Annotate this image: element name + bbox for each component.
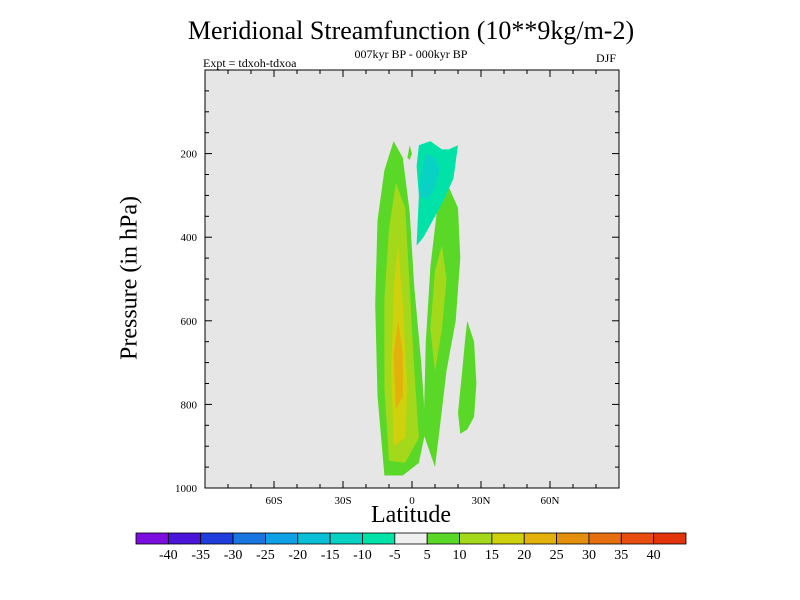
- colorbar-label: 25: [550, 548, 564, 563]
- colorbar-swatch: [556, 532, 590, 545]
- plot-frame: [204, 69, 620, 489]
- colorbar-swatch: [232, 532, 266, 545]
- x-tick-label: 60N: [541, 495, 560, 507]
- colorbar-label: -10: [353, 548, 372, 563]
- colorbar-label: 5: [424, 548, 431, 563]
- colorbar-label: -25: [256, 548, 275, 563]
- y-tick-label: 600: [181, 316, 198, 328]
- colorbar-swatch: [265, 532, 299, 545]
- colorbar-swatch: [523, 532, 557, 545]
- colorbar-label: -5: [389, 548, 401, 563]
- colorbar-label: -30: [224, 548, 243, 563]
- colorbar-swatch: [653, 532, 687, 545]
- colorbar-label: -35: [191, 548, 210, 563]
- colorbar-swatch: [362, 532, 396, 545]
- colorbar-swatch: [167, 532, 202, 545]
- colorbar-label: -15: [321, 548, 340, 563]
- colorbar-swatch: [135, 532, 169, 545]
- colorbar-label: -20: [288, 548, 307, 563]
- contour-region: [430, 245, 447, 371]
- colorbar-label: 10: [453, 548, 467, 563]
- colorbar-swatch: [459, 532, 493, 545]
- colorbar-label: 40: [647, 548, 661, 563]
- colorbar-swatch: [426, 532, 460, 545]
- contour-region: [458, 320, 477, 434]
- contour-region: [418, 153, 440, 200]
- colorbar-label: 30: [582, 548, 596, 563]
- x-tick-label: 30N: [472, 495, 491, 507]
- y-tick-label: 800: [181, 399, 198, 411]
- colorbar-label: 20: [517, 548, 531, 563]
- contour-region: [393, 320, 403, 409]
- colorbar-swatch: [491, 532, 525, 545]
- colorbar: -40 -35 -30 -25 -20 -15 -10 -5 5 10 15 20 25 30 35 40: [135, 532, 687, 563]
- chart-title: Meridional Streamfunction (10**9kg/m-2): [187, 16, 635, 45]
- colorbar-swatch: [394, 532, 428, 545]
- y-tick-label: 200: [181, 149, 198, 161]
- y-tick-label: 400: [181, 232, 198, 244]
- axis-ticks: 200 400 600 800 1000 60S 30S 0 30N 60N: [175, 70, 619, 507]
- contour-region: [407, 145, 412, 160]
- chart-subtitle: 007kyr BP - 000kyr BP: [354, 47, 468, 61]
- colorbar-swatch: [588, 532, 622, 545]
- colorbar-label: 15: [485, 548, 499, 563]
- season-label: DJF: [596, 51, 617, 65]
- colorbar-label: 35: [614, 548, 628, 563]
- colorbar-swatch: [620, 532, 655, 545]
- y-tick-label: 1000: [175, 483, 198, 495]
- contour-regions: [375, 141, 477, 476]
- x-tick-label: 60S: [265, 495, 282, 507]
- colorbar-swatch: [297, 532, 331, 545]
- colorbar-swatch: [329, 532, 363, 545]
- colorbar-swatch: [200, 532, 234, 545]
- x-axis-label: Latitude: [371, 502, 451, 528]
- colorbar-label: -40: [159, 548, 178, 563]
- x-tick-label: 30S: [334, 495, 351, 507]
- experiment-label: Expt = tdxoh-tdxoa: [203, 56, 297, 70]
- x-tick-label: 0: [409, 495, 415, 507]
